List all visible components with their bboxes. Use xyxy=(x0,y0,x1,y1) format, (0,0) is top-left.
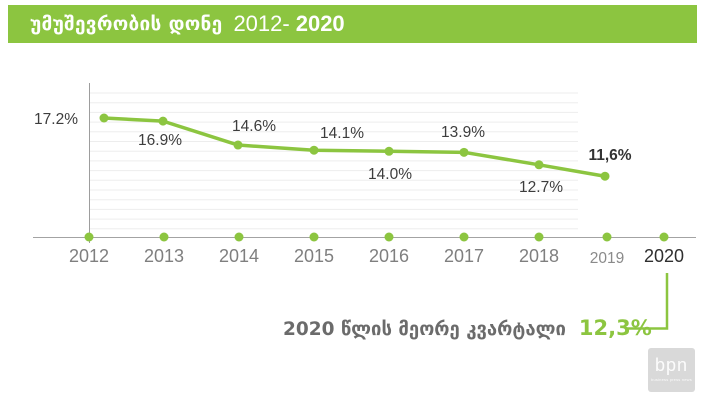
chart-axes xyxy=(33,83,696,243)
title-year-range-start: 2012- xyxy=(233,11,290,36)
axis-dot-2012 xyxy=(84,232,94,242)
point-label-2016: 14.0% xyxy=(368,166,412,184)
annotation-value: 12,3% xyxy=(578,316,652,340)
data-point-2015 xyxy=(309,145,319,155)
annotation-connector-line xyxy=(627,273,669,330)
bpn-logo-text: bpn xyxy=(654,355,689,375)
axis-dot-2014 xyxy=(234,232,244,242)
axis-dot-2017 xyxy=(459,232,469,242)
bpn-logo-caption: business press news xyxy=(651,377,692,382)
line-series xyxy=(99,113,610,181)
axis-label-2013: 2013 xyxy=(143,246,185,266)
axis-label-2016: 2016 xyxy=(368,246,410,266)
data-point-2017 xyxy=(459,147,469,157)
point-label-2015: 14.1% xyxy=(320,125,364,143)
axis-label-2014: 2014 xyxy=(218,246,260,266)
point-label-2013: 16.9% xyxy=(138,132,182,150)
point-label-2019: 11,6% xyxy=(588,147,632,165)
point-label-2018: 12.7% xyxy=(519,178,563,196)
axis-dot-2016 xyxy=(384,232,394,242)
data-point-2012 xyxy=(99,113,109,123)
axis-dot-2015 xyxy=(309,232,319,242)
annotation-2020: 2020 წლის მეორე კვარტალი 12,3% xyxy=(283,316,652,340)
axis-dot-2020 xyxy=(659,232,669,242)
axis-label-2020: 2020 xyxy=(643,246,685,266)
point-label-2012: 17.2% xyxy=(34,111,78,128)
axis-dot-2013 xyxy=(159,232,169,242)
axis-dot-2018 xyxy=(534,232,544,242)
header-banner: უმუშევრობის დონე 2012- 2020 xyxy=(8,5,697,43)
axis-label-2019: 2019 xyxy=(589,250,625,267)
point-label-2017: 13.9% xyxy=(441,124,485,142)
data-point-2016 xyxy=(384,146,394,156)
data-point-2013 xyxy=(158,116,168,126)
axis-label-2012: 2012 xyxy=(68,246,110,266)
point-label-2014: 14.6% xyxy=(232,118,276,136)
annotation-text: 2020 წლის მეორე კვარტალი xyxy=(283,319,566,340)
bpn-logo: bpn business press news xyxy=(648,348,695,392)
axis-label-2017: 2017 xyxy=(443,246,485,266)
axis-label-2015: 2015 xyxy=(293,246,335,266)
data-point-2019 xyxy=(600,171,610,181)
chart-gridlines xyxy=(89,92,578,230)
data-point-2018 xyxy=(534,160,544,170)
axis-label-2018: 2018 xyxy=(518,246,560,266)
page-title: უმუშევრობის დონე xyxy=(30,13,223,35)
title-year-range-end: 2020 xyxy=(295,11,345,36)
axis-tick-dots xyxy=(84,232,669,242)
data-point-2014 xyxy=(233,140,243,150)
axis-dot-2019 xyxy=(602,232,612,242)
